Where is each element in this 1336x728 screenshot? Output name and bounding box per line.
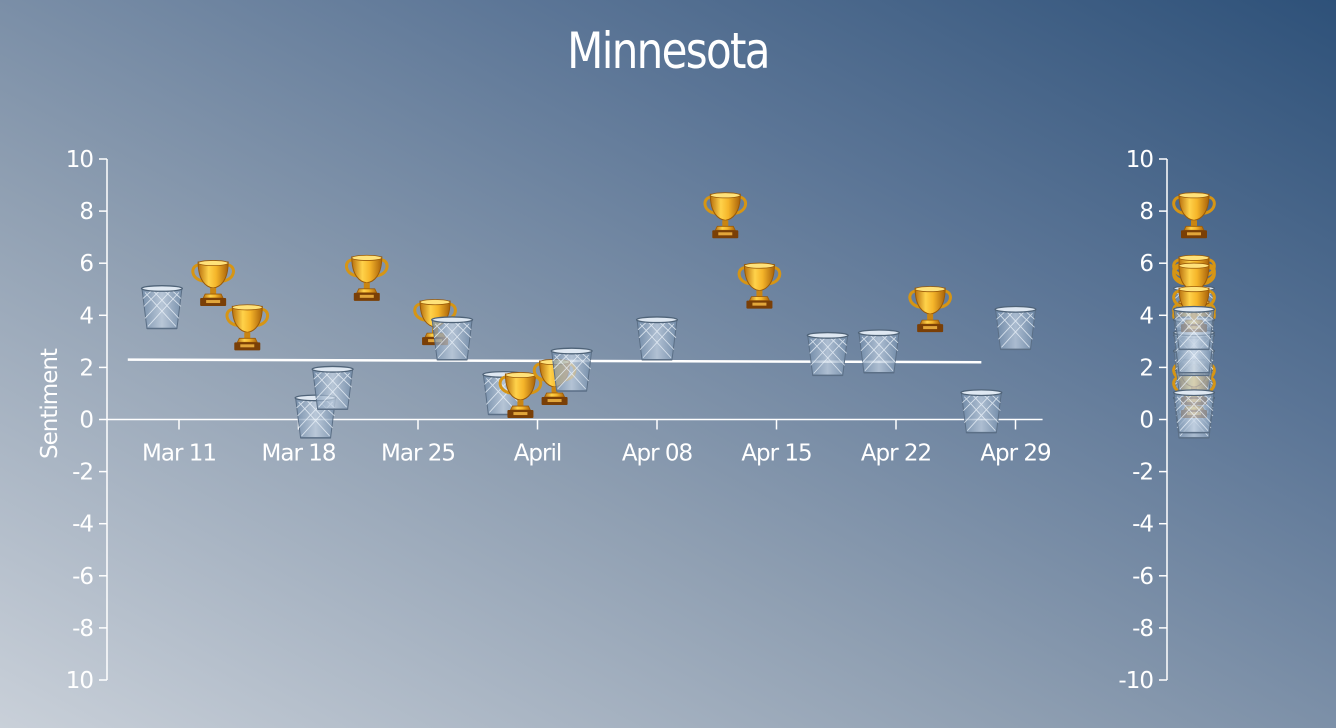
- trash-icon: [994, 305, 1037, 351]
- side-y-tick-label: -8: [1132, 616, 1153, 642]
- trash-icon: [960, 389, 1003, 434]
- trophy-icon: [1172, 191, 1216, 240]
- side-y-tick-label: -6: [1132, 564, 1153, 590]
- y-tick-label: 10: [66, 147, 94, 173]
- y-axis: 10 8 6 4 2 0 -2 -4 -6 -8 10: [66, 147, 108, 694]
- trash-icon: [430, 316, 474, 361]
- trash-icon: [857, 329, 901, 374]
- side-y-tick-label: 0: [1139, 408, 1153, 434]
- x-tick-label: Apr 22: [861, 441, 931, 467]
- trophy-icon: [191, 259, 235, 308]
- side-y-tick-label: 6: [1139, 251, 1153, 277]
- side-y-tick-label: -2: [1132, 460, 1153, 486]
- y-tick-label: 6: [79, 251, 93, 277]
- side-y-tick-label: 10: [1126, 147, 1154, 173]
- y-tick-label: 0: [79, 408, 93, 434]
- side-y-axis: 10 8 6 4 2 0 -2 -4 -6 -8 -10: [1118, 147, 1168, 694]
- trash-icon: [1172, 389, 1216, 434]
- trash-icon: [1172, 305, 1216, 351]
- side-summary-points: [1172, 191, 1216, 439]
- x-tick-label: Apr 15: [741, 441, 811, 467]
- side-y-tick-label: -4: [1132, 512, 1153, 538]
- x-tick-label: Mar 11: [142, 441, 216, 467]
- trash-icon: [806, 331, 849, 377]
- trophy-icon: [908, 285, 952, 334]
- trophy-icon: [737, 261, 782, 311]
- trophy-icon: [344, 253, 389, 303]
- x-tick-label: Apr 08: [622, 441, 693, 467]
- data-points: [140, 191, 1037, 439]
- y-tick-label: -6: [72, 564, 93, 590]
- x-tick-label: Mar 18: [262, 441, 336, 467]
- y-axis-label: Sentiment: [37, 348, 63, 459]
- x-axis: Mar 11 Mar 18 Mar 25 April Apr 08 Apr 15 Apr 2…: [107, 418, 1052, 467]
- trash-icon: [550, 347, 593, 392]
- x-tick-label: April: [514, 441, 562, 467]
- trophy-icon: [703, 191, 748, 240]
- y-tick-label: -4: [72, 512, 93, 538]
- y-tick-label: 10: [66, 668, 94, 694]
- chart-title: Minnesota: [567, 22, 770, 80]
- y-tick-label: -8: [72, 616, 93, 642]
- trash-icon: [635, 316, 679, 361]
- trophy-icon: [225, 303, 270, 352]
- trash-icon: [140, 284, 184, 330]
- y-tick-label: -2: [72, 460, 93, 486]
- side-y-tick-label: -10: [1118, 668, 1153, 694]
- x-tick-label: Mar 25: [381, 441, 455, 467]
- y-tick-label: 2: [79, 355, 93, 381]
- y-tick-label: 4: [79, 303, 93, 329]
- x-tick-label: Apr 29: [980, 441, 1051, 467]
- side-y-tick-label: 4: [1139, 303, 1153, 329]
- trash-icon: [311, 365, 354, 410]
- side-y-tick-label: 2: [1139, 355, 1153, 381]
- y-tick-label: 8: [79, 199, 93, 225]
- side-y-tick-label: 8: [1139, 199, 1153, 225]
